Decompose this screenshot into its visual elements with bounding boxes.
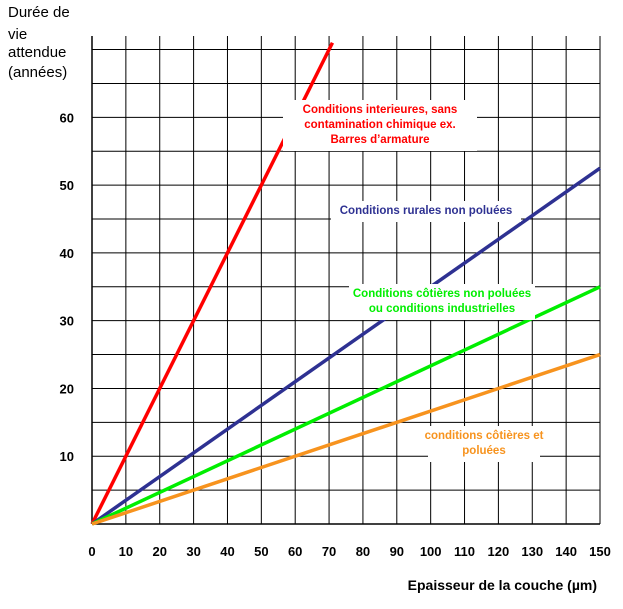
- series-label: Conditions rurales non poluées: [331, 201, 521, 222]
- series-label-background: [428, 426, 540, 462]
- series-label-text: conditions côtières et: [425, 430, 544, 442]
- axes: [91, 36, 600, 525]
- series-label: Conditions côtières non poluées ou condit…: [349, 284, 535, 320]
- series-lines: [90, 41, 602, 526]
- series-line: [91, 285, 601, 526]
- x-tick-labels: 0 10 20 30 40 50 60 70 80 90 100 110 120 130 140 150: [88, 544, 610, 559]
- series-label-text: contamination chimique ex.: [304, 119, 455, 131]
- series-label-background: [283, 100, 477, 151]
- series-label-background: [331, 201, 521, 222]
- x-tick-label: 60: [288, 544, 302, 559]
- series-label-text: Barres d’armature: [330, 134, 429, 146]
- y-tick-label: 50: [60, 178, 74, 193]
- x-tick-label: 90: [390, 544, 404, 559]
- y-tick-label: 10: [60, 449, 74, 464]
- x-tick-label: 120: [488, 544, 510, 559]
- series-line: [91, 352, 601, 526]
- x-tick-label: 0: [88, 544, 95, 559]
- x-tick-label: 10: [119, 544, 133, 559]
- x-axis-title: Epaisseur de la couche (µm): [408, 577, 597, 593]
- y-axis-title-line: vie: [8, 26, 28, 43]
- series-label: Conditions interieures, sans contaminatio…: [283, 100, 477, 151]
- y-axis-title-line: attendue: [8, 44, 67, 61]
- x-tick-label: 50: [254, 544, 268, 559]
- y-tick-label: 40: [60, 246, 74, 261]
- x-tick-label: 110: [454, 544, 475, 559]
- series-label-text: Conditions rurales non poluées: [340, 205, 513, 217]
- y-axis-title-line: (années): [8, 64, 68, 81]
- x-tick-label: 40: [220, 544, 234, 559]
- x-tick-label: 130: [521, 544, 543, 559]
- x-tick-label: 30: [186, 544, 200, 559]
- series-labels: Conditions interieures, sans contaminatio…: [283, 100, 544, 462]
- series-label-text: poluées: [462, 445, 505, 457]
- y-axis-title-line: Durée de: [8, 4, 70, 21]
- series-label: conditions côtières et poluées: [425, 426, 544, 462]
- y-tick-labels: 10 20 30 40 50 60: [60, 110, 74, 464]
- y-tick-label: 30: [60, 314, 74, 329]
- x-tick-label: 100: [420, 544, 442, 559]
- x-tick-label: 20: [152, 544, 166, 559]
- x-tick-label: 70: [322, 544, 336, 559]
- x-tick-label: 140: [555, 544, 577, 559]
- y-tick-label: 20: [60, 381, 74, 396]
- series-label-background: [349, 284, 535, 320]
- x-tick-label: 150: [589, 544, 611, 559]
- series-label-text: Conditions interieures, sans: [303, 104, 458, 116]
- series-label-text: ou conditions industrielles: [369, 303, 515, 315]
- series-label-text: Conditions côtières non poluées: [353, 288, 531, 300]
- series-line: [90, 166, 602, 526]
- x-tick-label: 80: [356, 544, 370, 559]
- y-tick-label: 60: [60, 110, 74, 125]
